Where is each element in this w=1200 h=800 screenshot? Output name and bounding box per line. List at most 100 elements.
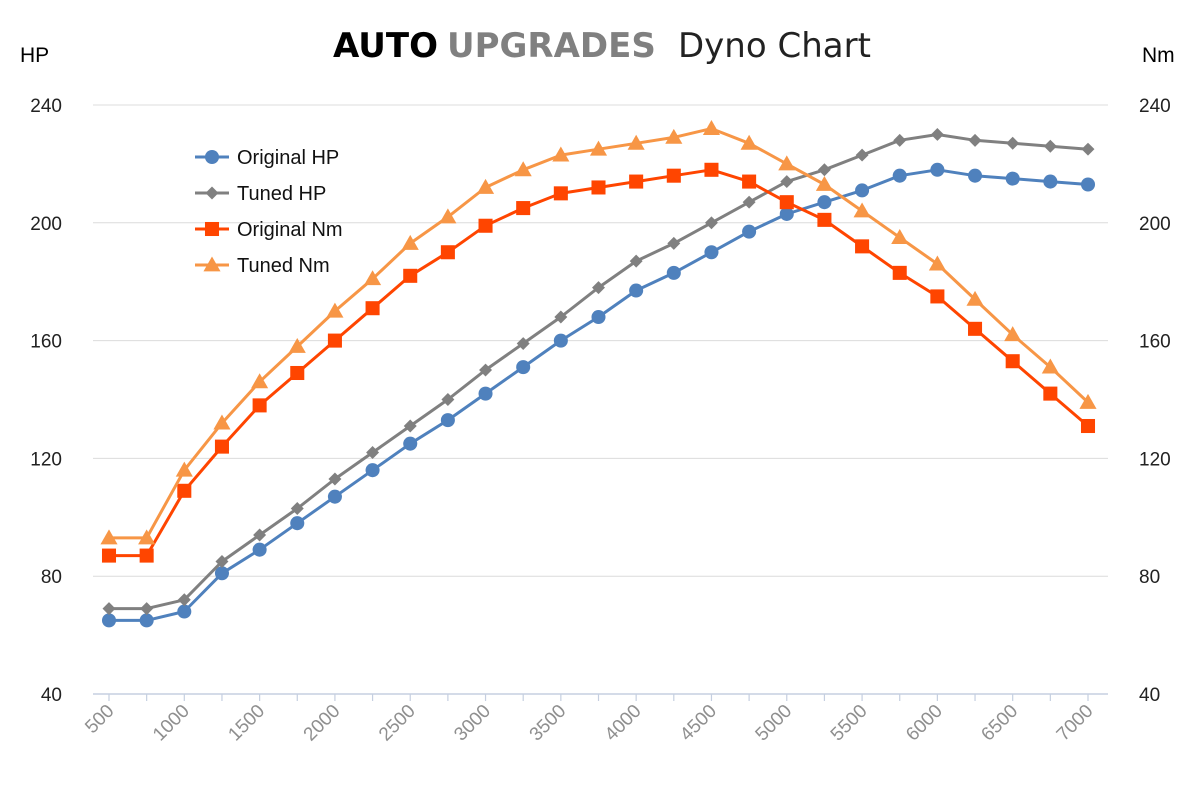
data-point-original-nm: [855, 239, 870, 254]
data-point-tuned-hp: [667, 236, 681, 250]
data-point-original-hp: [1043, 174, 1058, 189]
data-point-tuned-hp: [817, 163, 831, 177]
data-point-tuned-hp: [1081, 142, 1095, 156]
data-point-tuned-nm: [251, 373, 269, 389]
series-original-hp: [101, 162, 1096, 628]
legend-marker: [204, 221, 220, 237]
data-point-tuned-nm: [702, 120, 721, 135]
legend-item-tuned-hp: Tuned HP: [195, 183, 326, 205]
x-axis: 500 1000 1500 2000 2500 3000 3500 4000 4500 5000 5…: [81, 693, 1108, 746]
data-point-tuned-nm: [1079, 393, 1097, 409]
data-point-tuned-hp: [366, 446, 380, 459]
data-point-original-nm: [101, 548, 117, 563]
data-point-original-hp: [779, 206, 794, 221]
data-point-original-nm: [968, 321, 983, 336]
data-point-tuned-nm: [966, 290, 984, 306]
data-point-original-hp: [930, 162, 945, 177]
data-point-original-nm: [214, 439, 229, 454]
left-y-tick-label: 120: [30, 449, 62, 470]
data-point-original-hp: [1080, 177, 1096, 192]
data-point-tuned-nm: [552, 146, 570, 162]
chart-title: Dyno Chart: [678, 26, 871, 66]
data-point-original-nm: [779, 195, 794, 210]
data-point-original-nm: [742, 174, 757, 189]
data-point-tuned-hp: [177, 593, 191, 607]
data-point-tuned-nm: [627, 134, 645, 150]
brand-upgrades-text: UPGRADES: [447, 26, 656, 66]
data-point-tuned-nm: [326, 302, 344, 318]
right-y-tick-label: 40: [1139, 685, 1160, 706]
data-point-original-nm: [139, 548, 154, 563]
data-point-original-hp: [290, 516, 305, 531]
series-tuned-nm: [100, 120, 1097, 545]
data-point-tuned-hp: [290, 501, 304, 515]
data-point-original-hp: [214, 566, 229, 581]
x-tick-label: 7000: [1053, 701, 1098, 746]
x-tick-label: 6000: [902, 701, 947, 746]
legend-marker: [204, 149, 220, 165]
data-point-tuned-hp: [930, 127, 944, 141]
right-axis-unit-label: Nm: [1142, 44, 1175, 67]
data-point-tuned-nm: [1041, 358, 1059, 374]
data-point-original-nm: [930, 289, 945, 304]
data-point-original-nm: [591, 180, 606, 195]
data-point-tuned-hp: [441, 393, 455, 406]
data-point-original-nm: [1080, 418, 1096, 434]
data-point-tuned-nm: [778, 155, 796, 171]
data-point-original-nm: [403, 268, 418, 283]
x-tick-label: 5500: [827, 701, 872, 746]
data-point-tuned-hp: [403, 419, 417, 433]
left-axis-unit-label: HP: [20, 44, 49, 67]
data-point-tuned-nm: [740, 134, 758, 150]
legend-marker: [203, 256, 221, 272]
data-point-original-hp: [177, 604, 192, 619]
data-point-tuned-nm: [175, 461, 193, 477]
data-point-tuned-nm: [401, 234, 419, 250]
x-tick-label: 3500: [526, 701, 571, 746]
data-point-original-nm: [290, 365, 305, 381]
data-point-tuned-hp: [516, 337, 530, 351]
data-point-tuned-hp: [328, 472, 342, 486]
data-point-tuned-hp: [704, 216, 718, 230]
data-point-original-hp: [666, 265, 681, 280]
data-point-tuned-hp: [742, 195, 756, 209]
data-point-tuned-nm: [476, 178, 495, 194]
legend-label: Original HP: [237, 147, 339, 169]
x-tick-label: 500: [81, 701, 118, 738]
data-point-original-hp: [516, 360, 531, 375]
data-point-tuned-nm: [138, 529, 156, 545]
data-point-original-hp: [478, 386, 493, 401]
series-tuned-hp: [102, 127, 1095, 616]
data-point-original-nm: [1043, 386, 1058, 401]
gridlines: [93, 104, 1108, 577]
data-point-tuned-hp: [140, 602, 154, 616]
data-point-original-nm: [365, 301, 380, 316]
data-point-tuned-hp: [554, 310, 568, 324]
data-point-tuned-nm: [364, 270, 382, 286]
right-y-tick-label: 80: [1139, 567, 1160, 588]
data-point-tuned-nm: [589, 140, 608, 156]
data-point-original-nm: [892, 265, 907, 280]
data-point-original-hp: [327, 489, 342, 504]
x-tick-label: 1500: [224, 701, 269, 746]
x-tick-label: 4500: [676, 701, 721, 746]
x-tick-label: 5000: [752, 701, 797, 746]
data-point-tuned-nm: [439, 208, 457, 224]
data-point-original-hp: [440, 413, 455, 428]
data-point-original-hp: [1005, 171, 1020, 186]
x-tick-label: 4000: [601, 701, 646, 746]
legend-label: Tuned Nm: [237, 255, 330, 277]
data-point-tuned-nm: [665, 128, 683, 144]
data-point-tuned-nm: [100, 529, 118, 545]
left-axis-ticks: 40 80 120 160 200 240: [30, 96, 62, 706]
data-point-tuned-nm: [514, 161, 532, 177]
legend-marker: [205, 186, 219, 200]
data-point-original-nm: [553, 186, 568, 201]
left-y-tick-label: 200: [30, 214, 62, 235]
right-y-tick-label: 200: [1139, 214, 1171, 235]
data-point-original-hp: [855, 183, 870, 198]
data-point-tuned-nm: [288, 337, 306, 353]
x-tick-label: 6500: [977, 701, 1022, 746]
data-point-original-nm: [817, 212, 832, 227]
right-y-tick-label: 160: [1139, 332, 1171, 353]
